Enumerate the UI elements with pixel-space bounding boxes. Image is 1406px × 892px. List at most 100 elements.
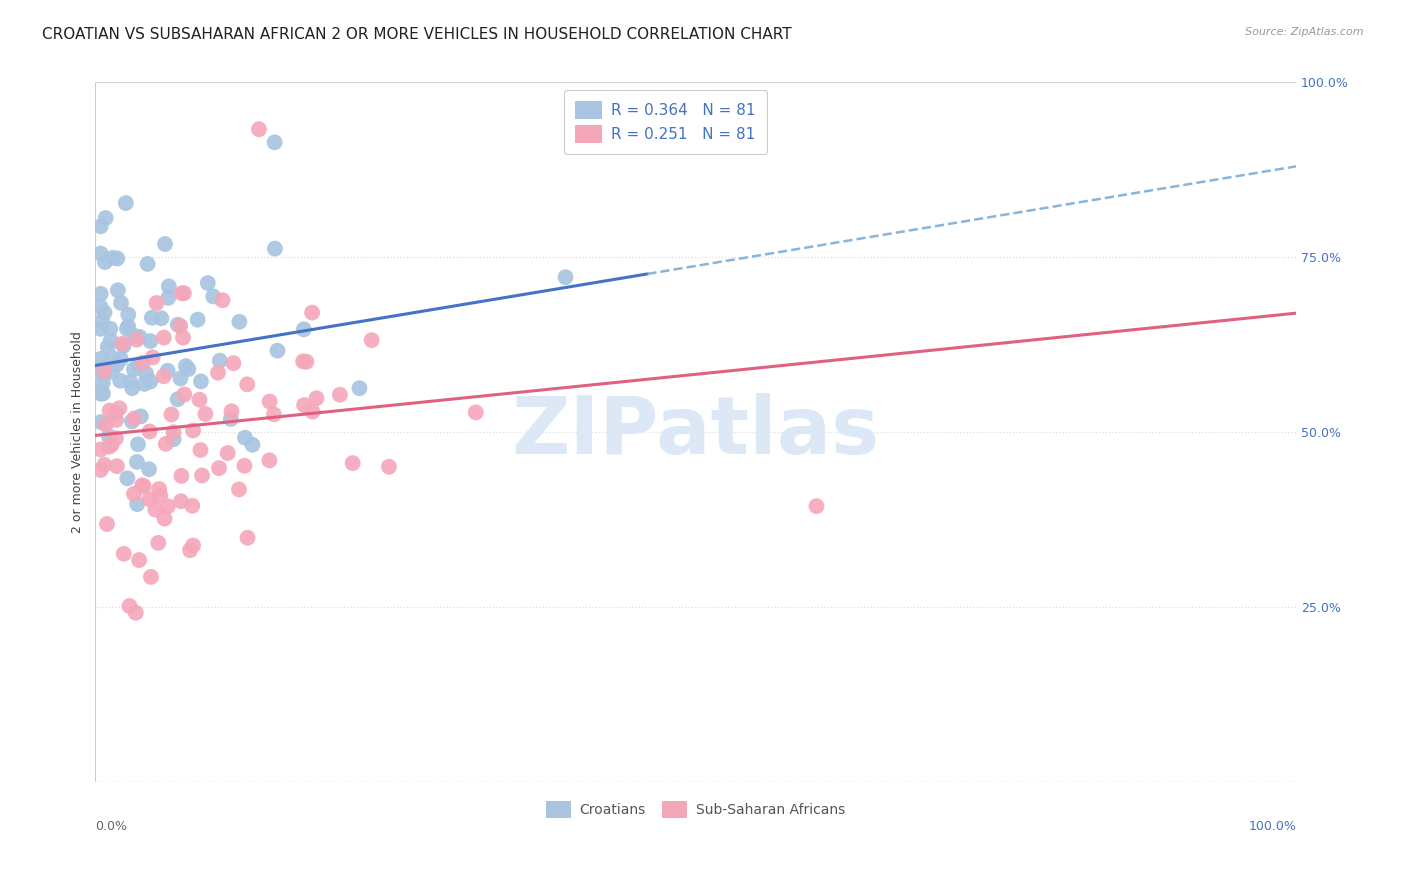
Point — [94, 417, 117, 432]
Point — [114, 196, 136, 211]
Point — [228, 315, 250, 329]
Point — [128, 358, 150, 372]
Point — [138, 492, 160, 507]
Point — [110, 374, 132, 388]
Point — [292, 322, 315, 336]
Legend: Croatians, Sub-Saharan Africans: Croatians, Sub-Saharan Africans — [538, 794, 852, 825]
Point — [197, 276, 219, 290]
Point — [131, 478, 153, 492]
Point — [90, 463, 112, 477]
Point — [124, 329, 146, 343]
Point — [93, 458, 115, 472]
Point — [125, 455, 148, 469]
Point — [117, 471, 139, 485]
Point — [100, 365, 122, 379]
Point — [105, 413, 128, 427]
Point — [233, 431, 256, 445]
Point — [221, 404, 243, 418]
Point — [378, 459, 401, 474]
Point — [162, 425, 184, 440]
Point — [170, 494, 193, 508]
Point — [125, 606, 148, 620]
Point — [806, 499, 828, 513]
Point — [202, 289, 225, 303]
Point — [150, 311, 173, 326]
Point — [94, 211, 117, 225]
Point — [169, 318, 191, 333]
Point — [247, 122, 270, 136]
Point — [110, 296, 132, 310]
Point — [349, 381, 371, 395]
Point — [162, 432, 184, 446]
Point — [188, 392, 211, 407]
Point — [98, 403, 121, 417]
Point — [96, 516, 118, 531]
Point — [190, 375, 212, 389]
Point — [97, 429, 120, 443]
Point — [125, 333, 148, 347]
Point — [156, 364, 179, 378]
Text: CROATIAN VS SUBSAHARAN AFRICAN 2 OR MORE VEHICLES IN HOUSEHOLD CORRELATION CHART: CROATIAN VS SUBSAHARAN AFRICAN 2 OR MORE… — [42, 27, 792, 42]
Point — [329, 388, 352, 402]
Point — [111, 336, 134, 351]
Point — [157, 279, 180, 293]
Y-axis label: 2 or more Vehicles in Household: 2 or more Vehicles in Household — [72, 331, 84, 533]
Point — [121, 414, 143, 428]
Point — [157, 291, 180, 305]
Point — [222, 356, 245, 370]
Text: 100.0%: 100.0% — [1249, 820, 1296, 833]
Point — [554, 270, 576, 285]
Point — [173, 387, 195, 401]
Point — [208, 461, 231, 475]
Point — [121, 381, 143, 395]
Point — [160, 408, 183, 422]
Point — [110, 352, 132, 367]
Point — [90, 415, 112, 429]
Point — [138, 462, 160, 476]
Point — [90, 351, 112, 366]
Point — [105, 459, 128, 474]
Point — [90, 286, 112, 301]
Point — [153, 237, 176, 252]
Point — [266, 343, 288, 358]
Point — [141, 310, 163, 325]
Point — [169, 371, 191, 385]
Point — [191, 468, 214, 483]
Point — [143, 502, 166, 516]
Point — [132, 479, 155, 493]
Point — [128, 330, 150, 344]
Point — [124, 411, 146, 425]
Point — [139, 570, 162, 584]
Point — [122, 487, 145, 501]
Point — [139, 334, 162, 348]
Point — [90, 322, 112, 336]
Point — [138, 425, 160, 439]
Point — [155, 437, 177, 451]
Point — [104, 406, 127, 420]
Point — [217, 446, 239, 460]
Point — [127, 497, 149, 511]
Point — [128, 553, 150, 567]
Point — [93, 305, 115, 319]
Point — [177, 362, 200, 376]
Point — [156, 500, 179, 514]
Point — [236, 531, 259, 545]
Point — [98, 440, 121, 454]
Point — [105, 252, 128, 266]
Point — [97, 340, 120, 354]
Point — [134, 376, 156, 391]
Point — [148, 482, 170, 496]
Point — [93, 364, 115, 378]
Text: Source: ZipAtlas.com: Source: ZipAtlas.com — [1246, 27, 1364, 37]
Point — [145, 296, 167, 310]
Point — [90, 359, 112, 374]
Point — [118, 599, 141, 613]
Point — [181, 539, 204, 553]
Point — [117, 319, 139, 334]
Point — [301, 305, 323, 319]
Point — [98, 322, 121, 336]
Point — [90, 386, 112, 401]
Point — [342, 456, 364, 470]
Point — [101, 351, 124, 365]
Point — [100, 334, 122, 348]
